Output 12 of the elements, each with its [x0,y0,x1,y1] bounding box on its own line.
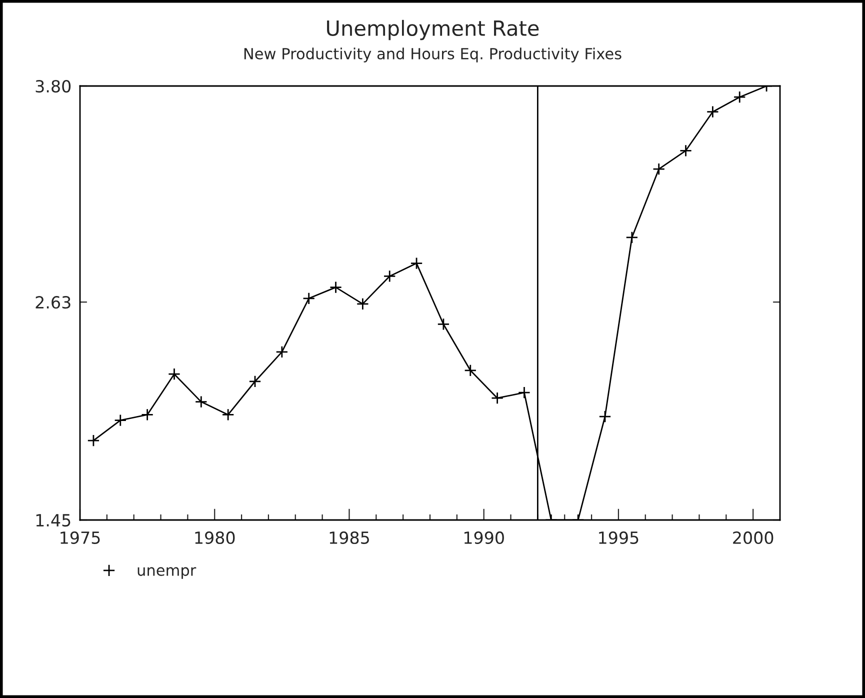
y-tick-label: 1.45 [36,514,70,527]
x-tick-label: 1995 [599,531,638,544]
chart-subtitle: New Productivity and Hours Eq. Productivity Fixes [244,48,622,62]
x-tick-label: 2000 [733,531,774,544]
x-tick-label: 1980 [195,531,235,544]
y-tick-label: 3.80 [36,80,71,93]
chart-title: Unemployment Rate [327,20,539,40]
x-tick-label: 1985 [330,531,369,544]
x-tick-label: 1990 [464,531,504,544]
y-tick-label: 2.63 [36,296,70,309]
x-tick-label: 1975 [60,531,100,544]
legend-label: unempr [138,567,196,579]
